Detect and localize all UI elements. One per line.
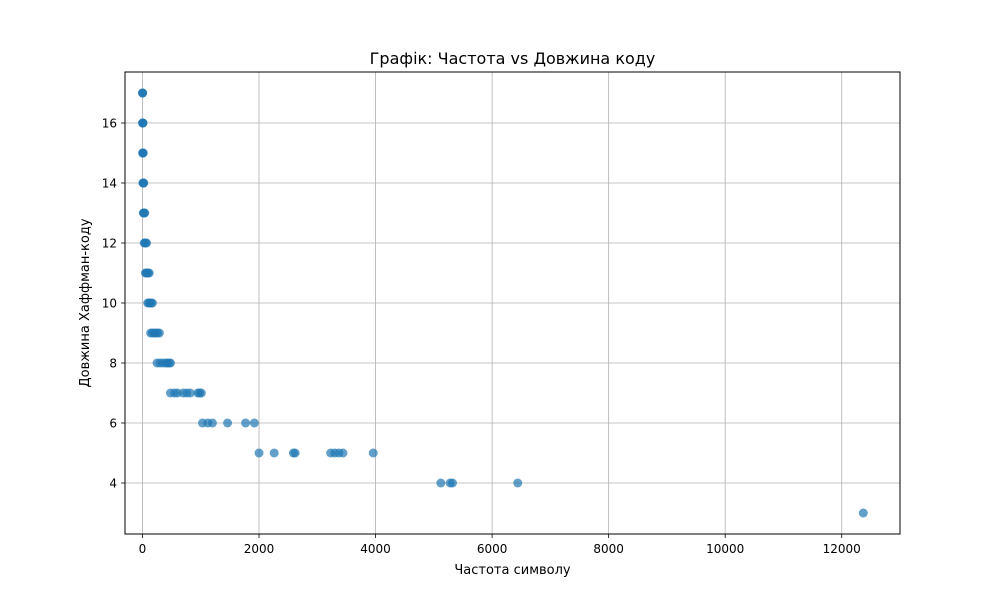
- scatter-point: [254, 448, 264, 458]
- scatter-point: [138, 118, 148, 128]
- scatter-point: [147, 298, 157, 308]
- y-tick-label: 6: [109, 417, 117, 431]
- scatter-point: [447, 478, 457, 488]
- x-axis-ticks: 0 2000 4000 6000 8000 10000 12000: [139, 534, 861, 556]
- scatter-point: [513, 478, 523, 488]
- scatter-point: [269, 448, 279, 458]
- scatter-point: [185, 388, 195, 398]
- scatter-point: [154, 328, 164, 338]
- x-axis-label: Частота символу: [454, 563, 571, 578]
- scatter-point: [241, 418, 251, 428]
- scatter-point: [138, 88, 148, 98]
- x-tick-label: 10000: [706, 542, 744, 556]
- data-points: [138, 88, 868, 518]
- x-tick-label: 6000: [477, 542, 508, 556]
- y-tick-label: 16: [102, 117, 117, 131]
- scatter-point: [140, 208, 150, 218]
- y-tick-label: 10: [102, 297, 117, 311]
- scatter-point: [249, 418, 259, 428]
- scatter-point: [139, 178, 149, 188]
- scatter-point: [368, 448, 378, 458]
- y-axis-ticks: 4 6 8 10 12 14 16: [102, 117, 125, 491]
- scatter-point: [338, 448, 348, 458]
- scatter-point: [290, 448, 300, 458]
- scatter-point: [138, 148, 148, 158]
- scatter-point: [858, 508, 868, 518]
- scatter-point: [207, 418, 217, 428]
- scatter-point: [436, 478, 446, 488]
- x-tick-label: 0: [139, 542, 147, 556]
- chart-title: Графік: Частота vs Довжина коду: [370, 49, 656, 68]
- x-tick-label: 2000: [244, 542, 275, 556]
- x-tick-label: 8000: [593, 542, 624, 556]
- y-tick-label: 14: [102, 177, 117, 191]
- scatter-point: [223, 418, 233, 428]
- y-axis-label: Довжина Хаффман-коду: [78, 218, 93, 387]
- scatter-point: [196, 388, 206, 398]
- scatter-point: [165, 358, 175, 368]
- x-tick-label: 4000: [360, 542, 391, 556]
- scatter-point: [142, 238, 152, 248]
- y-tick-label: 4: [109, 477, 117, 491]
- y-tick-label: 8: [109, 357, 117, 371]
- x-tick-label: 12000: [823, 542, 861, 556]
- scatter-point: [144, 268, 154, 278]
- y-tick-label: 12: [102, 237, 117, 251]
